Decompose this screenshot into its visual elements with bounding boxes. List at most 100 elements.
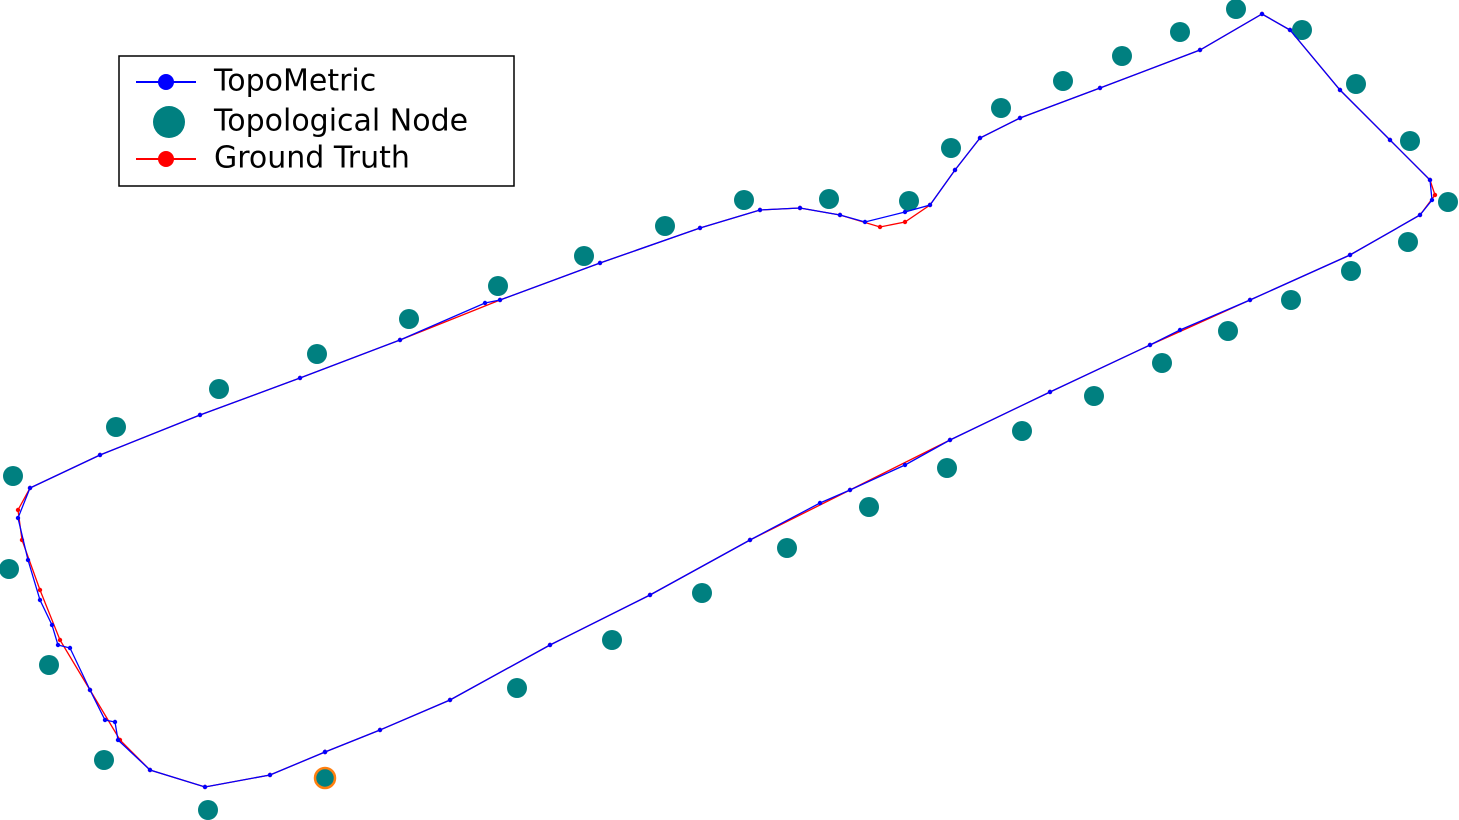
point-marker [1247, 297, 1253, 303]
topological-node [859, 497, 879, 517]
point-marker [447, 697, 453, 703]
topological-node [1292, 20, 1312, 40]
legend-label: Topological Node [213, 104, 468, 139]
point-marker [977, 135, 983, 141]
point-marker [747, 537, 753, 543]
topological-node [991, 98, 1011, 118]
topological-node [1226, 0, 1246, 19]
topological-node [1012, 421, 1032, 441]
topological-node [106, 417, 126, 437]
point-marker [112, 719, 118, 725]
topological-node [1218, 321, 1238, 341]
point-marker [1259, 11, 1265, 17]
topological-node [3, 466, 23, 486]
legend-marker [158, 74, 174, 90]
point-marker [597, 260, 603, 266]
topological-node [574, 246, 594, 266]
point-marker [55, 642, 61, 648]
point-marker [902, 219, 908, 225]
point-marker [197, 412, 203, 418]
topological-node [819, 189, 839, 209]
point-marker [49, 622, 55, 628]
topological-node [1341, 261, 1361, 281]
topological-node [899, 191, 919, 211]
point-marker [797, 205, 803, 211]
point-marker [1427, 177, 1433, 183]
point-marker [927, 202, 933, 208]
point-marker [482, 300, 488, 306]
topological-node [1346, 74, 1366, 94]
topological-node [1438, 192, 1458, 212]
topological-node [937, 458, 957, 478]
point-marker [1047, 389, 1053, 395]
point-marker [25, 557, 31, 563]
point-marker [902, 209, 908, 215]
point-marker [37, 587, 43, 593]
topological-node [488, 276, 508, 296]
point-marker [397, 337, 403, 343]
topological-node [94, 750, 114, 770]
topological-node [1084, 386, 1104, 406]
topological-node [39, 655, 59, 675]
point-marker [115, 737, 121, 743]
point-marker [817, 500, 823, 506]
point-marker [837, 212, 843, 218]
point-marker [847, 487, 853, 493]
point-marker [377, 727, 383, 733]
point-marker [15, 515, 21, 521]
point-marker [1147, 342, 1153, 348]
topological-node [1398, 232, 1418, 252]
series-line [17, 13, 1433, 788]
topological-node [399, 309, 419, 329]
point-marker [267, 772, 273, 778]
topological-node [602, 630, 622, 650]
topological-node [1170, 22, 1190, 42]
point-marker [67, 645, 73, 651]
point-marker [497, 297, 503, 303]
point-marker [952, 167, 958, 173]
legend-label: TopoMetric [213, 64, 376, 99]
topological-node [307, 344, 327, 364]
point-marker [322, 749, 328, 755]
legend-marker [158, 151, 174, 167]
point-marker [97, 452, 103, 458]
topological-node [313, 766, 337, 790]
point-marker [37, 597, 43, 603]
point-marker [1337, 87, 1343, 93]
topological-node [777, 538, 797, 558]
topological-node [209, 379, 229, 399]
point-marker [1387, 137, 1393, 143]
point-marker [697, 225, 703, 231]
point-marker [1429, 197, 1435, 203]
topological-node [1152, 353, 1172, 373]
topological-node [692, 583, 712, 603]
point-marker [1287, 27, 1293, 33]
point-marker [757, 207, 763, 213]
topological-node [198, 800, 218, 820]
point-marker [1177, 327, 1183, 333]
point-marker [1417, 212, 1423, 218]
point-marker [902, 462, 908, 468]
point-marker [1197, 47, 1203, 53]
point-marker [1097, 85, 1103, 91]
point-marker [1432, 192, 1438, 198]
point-marker [202, 784, 208, 790]
topological-node [0, 559, 19, 579]
point-marker [15, 507, 21, 513]
point-marker [102, 717, 108, 723]
point-marker [947, 437, 953, 443]
point-marker [27, 485, 33, 491]
legend-label: Ground Truth [214, 141, 410, 176]
topological-node [941, 138, 961, 158]
legend-marker [153, 106, 185, 138]
topological-node [1400, 131, 1420, 151]
point-marker [862, 219, 868, 225]
point-marker [877, 224, 883, 230]
topological-node [734, 190, 754, 210]
point-marker [547, 642, 553, 648]
point-marker [1017, 115, 1023, 121]
